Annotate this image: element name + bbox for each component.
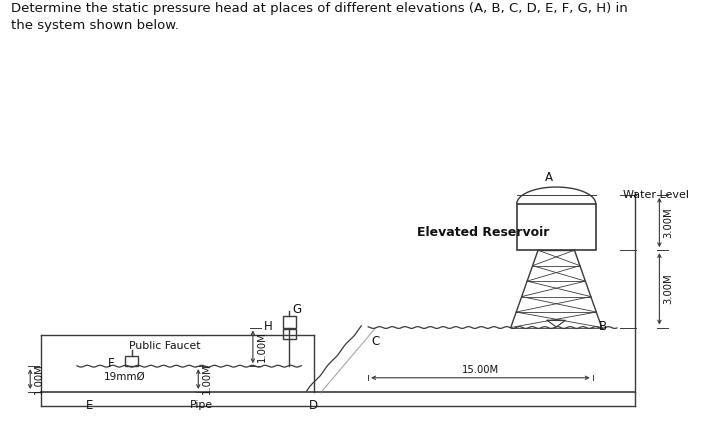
Text: G: G — [293, 303, 302, 316]
Text: D: D — [309, 399, 318, 412]
Text: 1.00M: 1.00M — [202, 364, 212, 394]
Text: 1.00M: 1.00M — [34, 364, 44, 394]
Text: Elevated Reservoir: Elevated Reservoir — [417, 226, 550, 239]
Text: F: F — [108, 357, 114, 370]
Text: Pipe: Pipe — [190, 400, 213, 410]
Text: 3.00M: 3.00M — [663, 207, 673, 238]
Bar — [125, 356, 138, 366]
Text: A: A — [545, 171, 553, 184]
Text: 1.00M: 1.00M — [256, 331, 266, 362]
Text: 19mmØ: 19mmØ — [104, 371, 146, 381]
Text: 3.00M: 3.00M — [663, 274, 673, 304]
Bar — [517, 204, 596, 250]
Text: the system shown below.: the system shown below. — [11, 19, 179, 32]
Text: Public Faucet: Public Faucet — [129, 341, 201, 351]
Text: 15.00M: 15.00M — [462, 365, 499, 375]
Bar — [283, 316, 296, 328]
Text: H: H — [263, 320, 273, 333]
Text: C: C — [371, 335, 379, 348]
Text: B: B — [599, 320, 607, 333]
Text: Determine the static pressure head at places of different elevations (A, B, C, D: Determine the static pressure head at pl… — [11, 2, 628, 15]
Bar — [283, 329, 296, 338]
Text: Water Level: Water Level — [623, 190, 689, 200]
Text: E: E — [85, 399, 93, 412]
